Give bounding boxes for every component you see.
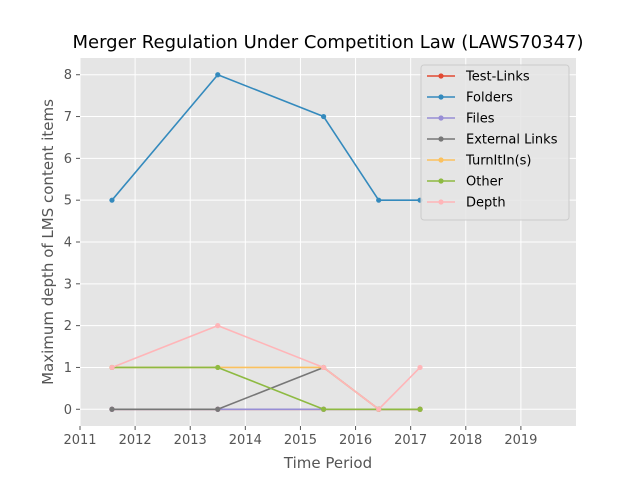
legend-item-turnitin-s: TurnItIn(s) <box>427 154 531 169</box>
y-tick-label: 3 <box>64 277 72 292</box>
legend-swatch-marker <box>438 115 444 121</box>
legend-swatch-marker <box>438 157 444 163</box>
y-tick-label: 8 <box>64 68 72 83</box>
data-point <box>320 364 327 371</box>
legend-swatch-marker <box>438 178 444 184</box>
data-point <box>215 323 221 329</box>
data-point <box>417 406 423 412</box>
y-tick-label: 4 <box>64 236 72 251</box>
x-tick-label: 2011 <box>63 433 96 448</box>
y-tick-label: 7 <box>64 110 72 125</box>
series-lines <box>109 72 423 412</box>
data-point <box>376 406 382 412</box>
legend-label: TurnItIn(s) <box>465 154 531 169</box>
data-point <box>215 406 221 412</box>
legend-label: Other <box>466 175 504 190</box>
legend-swatch-marker <box>438 73 444 79</box>
legend-item-other: Other <box>427 175 504 190</box>
legend-swatch-marker <box>438 199 444 205</box>
legend-swatch-marker <box>438 94 444 100</box>
x-tick-label: 2018 <box>449 433 482 448</box>
legend-label: Test-Links <box>465 70 530 85</box>
legend-swatch-marker <box>438 136 444 142</box>
x-tick-label: 2015 <box>284 433 317 448</box>
legend-item-external-links: External Links <box>427 133 558 148</box>
data-point <box>215 364 221 371</box>
data-point <box>109 406 115 412</box>
x-tick-label: 2014 <box>229 433 262 448</box>
y-tick-label: 5 <box>64 194 72 209</box>
legend-label: Depth <box>466 196 506 211</box>
x-tick-label: 2016 <box>339 433 372 448</box>
y-tick-label: 2 <box>64 319 72 334</box>
x-tick-label: 2012 <box>119 433 152 448</box>
data-point <box>376 197 382 203</box>
data-point <box>320 113 327 120</box>
legend-item-files: Files <box>427 112 495 127</box>
legend-label: Files <box>466 112 495 127</box>
x-tick-label: 2017 <box>394 433 427 448</box>
legend-item-depth: Depth <box>427 196 506 211</box>
x-tick-label: 2019 <box>504 433 537 448</box>
y-tick-label: 1 <box>64 361 72 376</box>
data-point <box>417 364 423 371</box>
y-tick-label: 0 <box>64 403 72 418</box>
y-tick-label: 6 <box>64 152 72 167</box>
legend-item-test-links: Test-Links <box>427 70 530 85</box>
data-point <box>320 406 327 412</box>
data-point <box>109 197 115 203</box>
chart-title: Merger Regulation Under Competition Law … <box>72 32 583 53</box>
data-point <box>109 364 115 371</box>
legend-box <box>420 64 570 221</box>
y-axis-label: Maximum depth of LMS content items <box>39 99 57 385</box>
data-point <box>215 72 221 78</box>
legend-label: External Links <box>466 133 558 148</box>
axis-ticks: 2011 2012 2013 2014 2015 2016 2017 2018 2019 0 1 2 3… <box>63 68 537 448</box>
x-axis-label: Time Period <box>283 454 372 472</box>
x-tick-label: 2013 <box>174 433 207 448</box>
legend: Test-Links Folders Files External Links Turn… <box>420 64 570 221</box>
legend-label: Folders <box>466 91 513 106</box>
series-depth <box>109 323 423 412</box>
legend-item-folders: Folders <box>427 91 513 106</box>
